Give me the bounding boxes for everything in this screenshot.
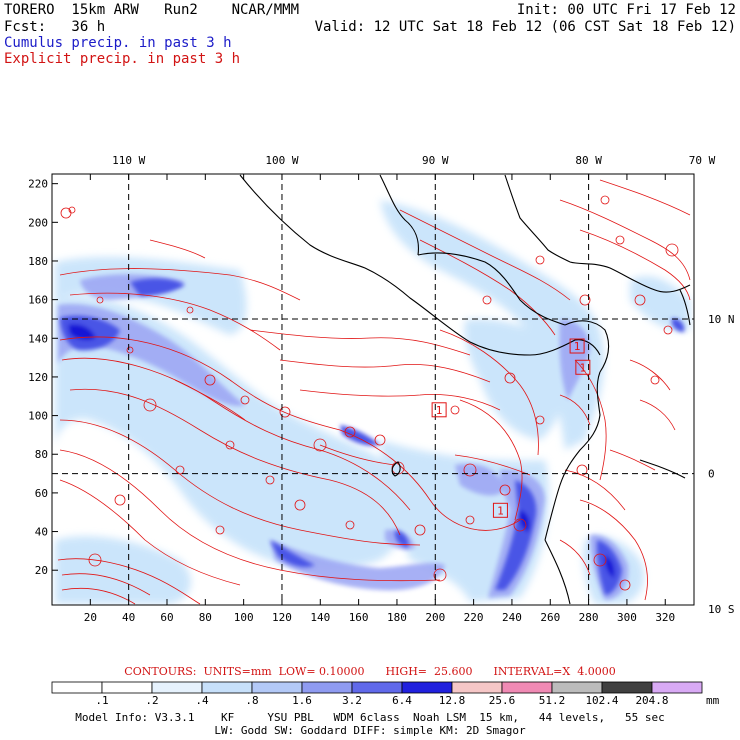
y-tick-label: 120	[28, 371, 48, 384]
x-tick-label: 60	[160, 611, 173, 624]
color-bar-swatch	[401, 681, 453, 694]
low-marker-label: 1	[574, 340, 581, 353]
latitude-labels: 10 N 0 10 S	[708, 313, 735, 616]
color-bar-label: 1.6	[292, 694, 312, 707]
longitude-label: 90 W	[422, 154, 449, 167]
color-bar-swatch	[601, 681, 653, 694]
low-marker-label: 1	[580, 361, 587, 374]
longitude-labels: 110 W 100 W 90 W 80 W 70 W	[112, 154, 716, 167]
x-tick-label: 100	[234, 611, 254, 624]
x-tick-label: 300	[617, 611, 637, 624]
model-info-line1: Model Info: V3.3.1 KF YSU PBL WDM 6class…	[75, 711, 665, 724]
color-bar-label: 204.8	[635, 694, 668, 707]
x-axis-ticks: 20 40 60 80 100 120 140 160 180 200 220 240 260 280 30…	[84, 174, 675, 624]
y-tick-label: 200	[28, 216, 48, 229]
x-tick-label: 220	[464, 611, 484, 624]
y-tick-label: 100	[28, 410, 48, 423]
longitude-label: 110 W	[112, 154, 145, 167]
model-title: TORERO 15km ARW Run2 NCAR/MMM	[4, 2, 300, 18]
y-tick-label: 160	[28, 294, 48, 307]
low-marker-label: 1	[497, 504, 504, 517]
forecast-hour: Fcst: 36 h	[4, 19, 106, 35]
color-bar-label: 3.2	[342, 694, 362, 707]
color-bar-swatch	[201, 681, 253, 694]
y-tick-label: 60	[35, 487, 48, 500]
color-bar-swatch	[251, 681, 303, 694]
y-axis-ticks: 20 40 60 80 100 120 140 160 180 200 220	[28, 178, 58, 577]
color-bar-label: 51.2	[539, 694, 566, 707]
color-bar-swatch	[51, 681, 103, 694]
x-tick-label: 140	[310, 611, 330, 624]
x-tick-label: 320	[655, 611, 675, 624]
color-bar-swatch	[551, 681, 603, 694]
color-bar-label: .4	[195, 694, 209, 707]
init-time: Init: 00 UTC Fri 17 Feb 12	[516, 2, 736, 18]
color-bar-label: 6.4	[392, 694, 412, 707]
x-tick-label: 20	[84, 611, 97, 624]
color-bar-unit: mm	[706, 694, 720, 707]
y-tick-label: 20	[35, 564, 48, 577]
contour-info: CONTOURS: UNITS=mm LOW= 0.10000 HIGH= 25…	[124, 665, 616, 678]
valid-time: Valid: 12 UTC Sat 18 Feb 12 (06 CST Sat …	[314, 19, 736, 35]
x-tick-label: 80	[199, 611, 212, 624]
color-bar-label: 25.6	[489, 694, 516, 707]
x-tick-label: 240	[502, 611, 522, 624]
color-bar-swatch	[301, 681, 353, 694]
color-bar-swatch	[501, 681, 553, 694]
longitude-label: 100 W	[265, 154, 298, 167]
color-bar-label: 102.4	[585, 694, 618, 707]
y-tick-label: 220	[28, 178, 48, 191]
low-marker-box	[431, 402, 447, 418]
color-bar: .1 .2 .4 .8 1.6 3.2 6.4 12.8 25.6 51.2 102.4 204.8 m…	[51, 681, 720, 707]
color-bar-swatch	[101, 681, 153, 694]
color-bar-label: 12.8	[439, 694, 466, 707]
color-bar-label: .1	[95, 694, 108, 707]
latitude-label: 0	[708, 468, 715, 481]
longitude-label: 80 W	[575, 154, 602, 167]
x-tick-label: 200	[425, 611, 445, 624]
color-bar-label: .2	[145, 694, 158, 707]
y-tick-label: 80	[35, 448, 48, 461]
color-bar-swatch	[351, 681, 403, 694]
x-tick-label: 180	[387, 611, 407, 624]
longitude-label: 70 W	[689, 154, 716, 167]
model-info-line2: LW: Godd SW: Goddard DIFF: simple KM: 2D…	[214, 724, 526, 737]
coastlines	[239, 174, 691, 605]
latitude-label: 10 S	[708, 603, 735, 616]
low-marker-label: 1	[436, 404, 443, 417]
low-marker-box	[569, 338, 585, 354]
low-marker-box	[492, 502, 508, 518]
x-tick-label: 260	[540, 611, 560, 624]
low-markers: 1 1 1 1	[431, 338, 591, 518]
latitude-label: 10 N	[708, 313, 735, 326]
cumulus-precip-dark	[60, 278, 685, 595]
latlon-grid	[52, 174, 694, 605]
color-bar-swatch	[451, 681, 503, 694]
y-tick-label: 40	[35, 526, 48, 539]
low-marker-box	[575, 359, 591, 375]
color-bar-swatch	[651, 681, 703, 694]
x-tick-label: 40	[122, 611, 135, 624]
y-tick-label: 140	[28, 332, 48, 345]
color-bar-swatch	[151, 681, 203, 694]
x-tick-label: 160	[349, 611, 369, 624]
legend-explicit: Explicit precip. in past 3 h	[4, 51, 241, 67]
y-tick-label: 180	[28, 255, 48, 268]
x-tick-label: 280	[579, 611, 599, 624]
color-bar-label: .8	[245, 694, 258, 707]
x-tick-label: 120	[272, 611, 292, 624]
legend-cumulus: Cumulus precip. in past 3 h	[4, 35, 232, 51]
plot-frame	[51, 173, 695, 606]
